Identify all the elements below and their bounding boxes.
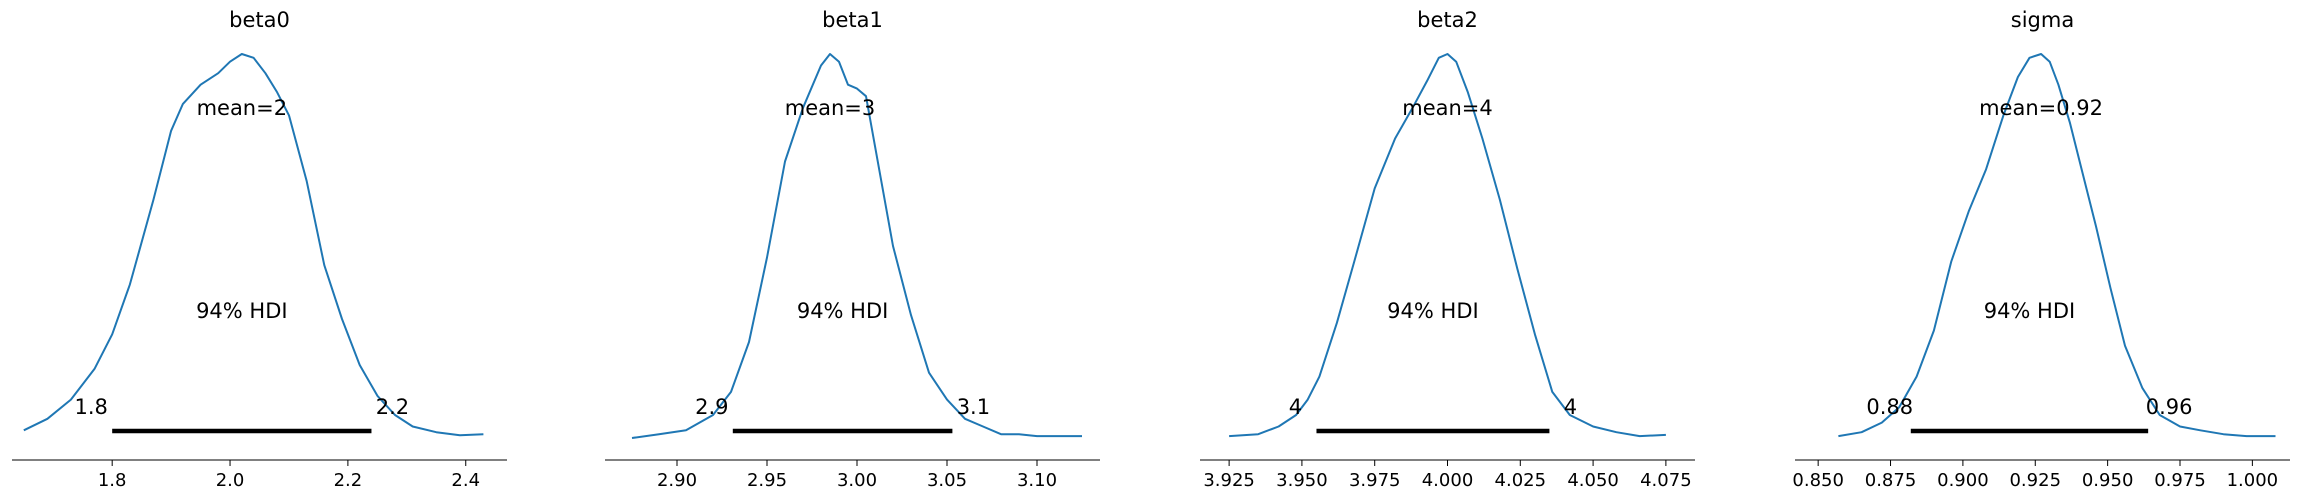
x-tick-label: 4.075	[1640, 470, 1692, 491]
x-tick-label: 3.05	[927, 470, 967, 491]
x-tick-label: 2.0	[216, 470, 245, 491]
x-tick-label: 0.925	[2009, 470, 2061, 491]
x-tick-label: 1.8	[98, 470, 127, 491]
x-tick-label: 4.000	[1422, 470, 1474, 491]
x-tick-label: 0.975	[2154, 470, 2206, 491]
x-tick-label: 2.2	[334, 470, 363, 491]
hdi-high-label: 0.96	[2146, 395, 2193, 419]
density-curve	[1229, 53, 1666, 438]
hdi-low-label: 0.88	[1866, 395, 1913, 419]
mean-label: mean=2	[197, 96, 288, 120]
hdi-low-label: 2.9	[695, 395, 728, 419]
x-tick-label: 0.875	[1865, 470, 1917, 491]
panel-title: beta2	[1417, 8, 1478, 32]
x-tick-label: 2.95	[747, 470, 787, 491]
x-tick-label: 1.000	[2227, 470, 2279, 491]
density-curve	[1838, 53, 2276, 438]
x-tick-label: 0.900	[1937, 470, 1989, 491]
hdi-label: 94% HDI	[1984, 299, 2076, 323]
x-tick-label: 2.4	[451, 470, 480, 491]
hdi-high-label: 3.1	[957, 395, 990, 419]
x-tick-label: 0.950	[2082, 470, 2134, 491]
posterior-panel-beta1: beta1 2.9 3.1 94% HDI mean=3 2.90 2.95 3.00 3.05…	[605, 8, 1100, 491]
hdi-label: 94% HDI	[1387, 299, 1479, 323]
panel-title: beta1	[822, 8, 883, 32]
panel-title: sigma	[2011, 8, 2074, 32]
x-tick-label: 4.050	[1567, 470, 1619, 491]
x-tick-label: 3.00	[837, 470, 877, 491]
hdi-high-label: 2.2	[376, 395, 409, 419]
panel-title: beta0	[229, 8, 290, 32]
posterior-panel-beta2: beta2 4 4 94% HDI mean=4 3.925 3.950 3.975 4.000…	[1200, 8, 1695, 491]
density-curve	[631, 53, 1082, 439]
mean-label: mean=4	[1402, 96, 1493, 120]
hdi-low-label: 1.8	[74, 395, 107, 419]
x-tick-label: 3.925	[1203, 470, 1255, 491]
density-curve	[23, 53, 484, 437]
hdi-low-label: 4	[1289, 395, 1302, 419]
mean-label: mean=3	[785, 96, 876, 120]
hdi-label: 94% HDI	[196, 299, 288, 323]
posterior-panel-sigma: sigma 0.88 0.96 94% HDI mean=0.92 0.850 0.875 0…	[1792, 8, 2290, 491]
x-tick-label: 0.850	[1792, 470, 1844, 491]
hdi-high-label: 4	[1564, 395, 1577, 419]
x-tick-label: 3.10	[1017, 470, 1057, 491]
posterior-panel-beta0: beta0 1.8 2.2 94% HDI mean=2 1.8 2.0 2.2 2.4	[12, 8, 507, 491]
hdi-label: 94% HDI	[797, 299, 889, 323]
mean-label: mean=0.92	[1979, 96, 2103, 120]
x-tick-label: 2.90	[657, 470, 697, 491]
x-tick-label: 4.025	[1495, 470, 1547, 491]
x-tick-label: 3.975	[1349, 470, 1401, 491]
x-tick-label: 3.950	[1276, 470, 1328, 491]
